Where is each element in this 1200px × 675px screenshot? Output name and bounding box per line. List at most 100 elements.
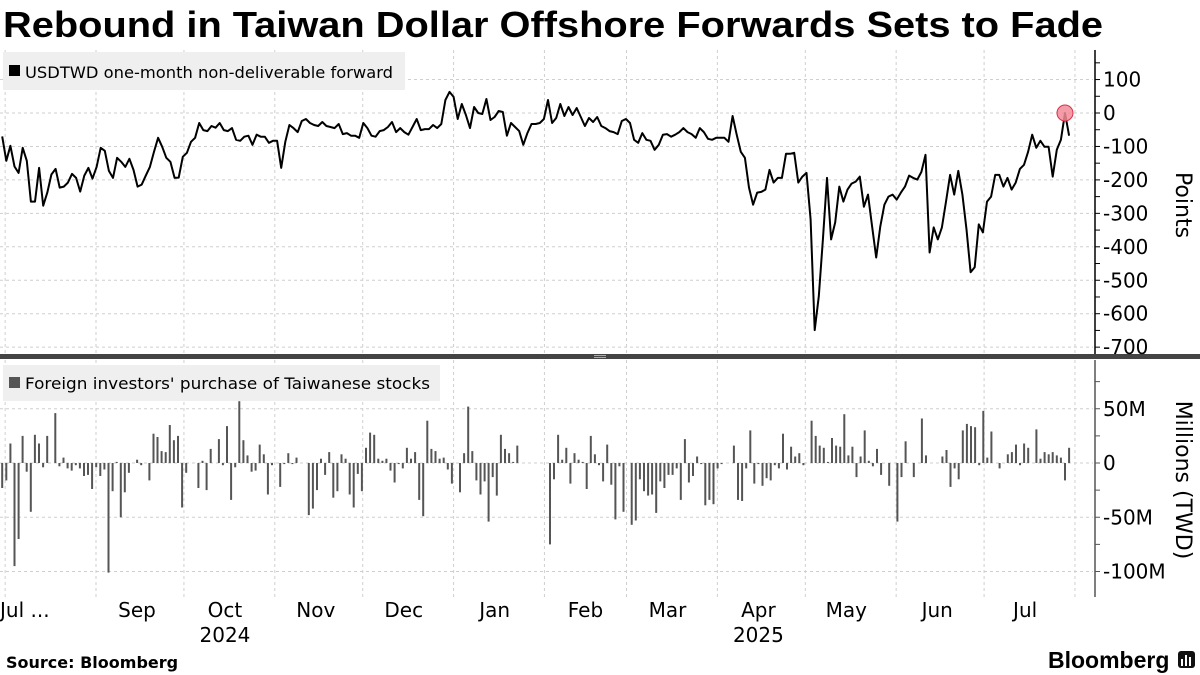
bar xyxy=(945,450,948,463)
bar xyxy=(438,458,441,463)
bar xyxy=(598,463,600,466)
bar xyxy=(504,448,506,463)
bar xyxy=(843,414,846,463)
bar xyxy=(647,463,650,496)
bar xyxy=(54,413,57,463)
y-tick-label: -600 xyxy=(1103,302,1148,326)
bar xyxy=(912,463,915,478)
bar xyxy=(258,444,261,463)
bar xyxy=(307,463,310,516)
bar xyxy=(152,433,155,463)
bar xyxy=(136,459,139,463)
bar xyxy=(675,463,678,469)
bar xyxy=(1006,454,1009,463)
bar xyxy=(340,454,343,463)
bottom-legend: Foreign investors' purchase of Taiwanese… xyxy=(3,365,440,401)
bar xyxy=(769,463,772,481)
bar xyxy=(66,463,69,469)
bar xyxy=(949,463,952,487)
x-month-label: Jul ... xyxy=(0,598,50,622)
bar xyxy=(663,463,666,488)
bar xyxy=(250,463,253,472)
bar xyxy=(573,453,576,463)
bar xyxy=(17,463,20,539)
bar xyxy=(434,451,437,463)
bar xyxy=(757,463,760,465)
bar xyxy=(1055,455,1058,463)
bar xyxy=(630,463,633,525)
bar xyxy=(115,461,118,463)
bar xyxy=(418,463,421,500)
bar xyxy=(1027,447,1030,463)
bar xyxy=(667,463,670,475)
bar xyxy=(430,448,433,463)
bar xyxy=(553,463,555,480)
bar xyxy=(777,463,780,469)
bar xyxy=(679,463,682,500)
bar xyxy=(226,426,228,463)
bar xyxy=(859,456,862,463)
bar xyxy=(74,463,77,466)
bar xyxy=(475,463,478,481)
bar xyxy=(512,461,515,463)
y-tick-label: -400 xyxy=(1103,235,1148,259)
legend-label-foreign-purchase: Foreign investors' purchase of Taiwanese… xyxy=(25,374,430,393)
bar xyxy=(1047,454,1050,463)
bar xyxy=(982,410,985,463)
bar xyxy=(749,430,752,463)
bar xyxy=(549,463,551,545)
bar xyxy=(238,401,241,463)
bar xyxy=(822,447,825,463)
x-month-label: Dec xyxy=(384,598,423,622)
bar xyxy=(692,463,694,476)
bar xyxy=(888,463,891,486)
bar xyxy=(381,460,384,463)
bar xyxy=(479,463,482,495)
bar xyxy=(974,427,977,463)
bar xyxy=(847,455,850,463)
bar xyxy=(871,463,874,467)
bar xyxy=(397,463,400,465)
bar xyxy=(802,463,805,466)
bar xyxy=(29,463,32,512)
bar xyxy=(389,463,392,471)
bar xyxy=(651,463,654,495)
bar xyxy=(790,446,793,463)
bar xyxy=(58,463,61,467)
top-panel-grid xyxy=(0,50,1093,354)
bar xyxy=(1043,452,1046,463)
bar xyxy=(487,463,490,522)
bar xyxy=(336,463,339,492)
bar xyxy=(332,463,335,498)
bar xyxy=(761,463,764,486)
bar xyxy=(483,463,486,482)
bar xyxy=(348,463,351,495)
bar xyxy=(720,463,723,465)
bar xyxy=(1,463,4,488)
bloomberg-logo: Bloomberg xyxy=(1048,647,1169,673)
bar xyxy=(156,437,159,463)
bar xyxy=(410,458,412,463)
y-axis-title-points: Points xyxy=(1170,172,1195,238)
bar xyxy=(463,453,466,463)
divider-handle-icon[interactable] xyxy=(594,355,606,358)
legend-background xyxy=(3,365,440,401)
bar xyxy=(896,463,899,522)
bar xyxy=(516,445,519,463)
bar xyxy=(1023,443,1026,463)
latest-highlight-marker xyxy=(1056,104,1074,122)
bar xyxy=(565,447,568,463)
x-month-label: Apr xyxy=(741,598,776,622)
y-tick-label: 0 xyxy=(1103,451,1116,475)
panel-divider[interactable] xyxy=(0,354,1200,359)
bar xyxy=(209,448,212,463)
bar xyxy=(197,463,200,488)
bar xyxy=(704,463,707,506)
bar xyxy=(712,463,715,505)
bar xyxy=(377,458,380,463)
bar xyxy=(867,460,870,463)
bar xyxy=(123,463,126,493)
bar xyxy=(1035,429,1038,463)
bar xyxy=(589,435,592,463)
